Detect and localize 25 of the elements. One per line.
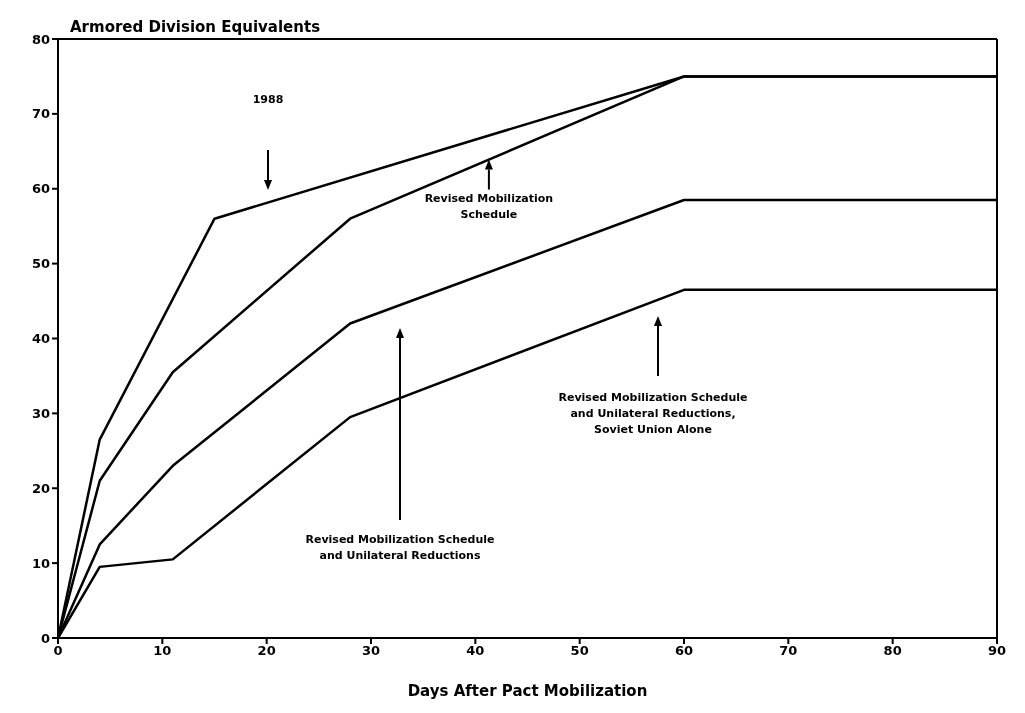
x-tick-label: 70 — [779, 643, 798, 659]
y-tick-label: 70 — [31, 106, 50, 122]
x-tick-label: 10 — [153, 643, 172, 659]
y-tick-label: 40 — [31, 331, 50, 347]
annotation: Revised Mobilization Schedule and Unilateral Reductions, Soviet Union Alone — [558, 391, 748, 436]
y-tick-label: 10 — [31, 555, 50, 571]
x-tick-label: 80 — [883, 643, 902, 659]
annotation: Revised Mobilization Schedule — [424, 191, 554, 221]
x-tick-label: 60 — [674, 643, 694, 659]
x-axis-title: Days After Pact Mobilization — [407, 682, 648, 700]
x-tick-label: 40 — [466, 643, 485, 659]
y-tick-label: 20 — [31, 480, 50, 496]
x-tick-label: 0 — [53, 643, 63, 659]
y-tick-label: 60 — [31, 181, 50, 197]
annotation: 1988 — [252, 93, 284, 106]
y-tick-label: 80 — [31, 31, 50, 47]
x-tick-label: 50 — [570, 643, 589, 659]
annotation: Revised Mobilization Schedule and Unilateral Reductions — [305, 533, 495, 562]
y-axis-title: Armored Division Equivalents — [70, 18, 321, 36]
y-tick-label: 50 — [31, 256, 50, 272]
y-tick-label: 30 — [31, 405, 50, 421]
x-tick-label: 30 — [361, 643, 381, 659]
x-tick-label: 90 — [987, 643, 1007, 659]
y-tick-label: 0 — [40, 630, 50, 646]
x-tick-label: 20 — [257, 643, 276, 659]
